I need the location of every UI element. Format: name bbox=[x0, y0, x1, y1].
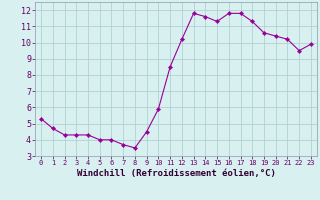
X-axis label: Windchill (Refroidissement éolien,°C): Windchill (Refroidissement éolien,°C) bbox=[76, 169, 276, 178]
